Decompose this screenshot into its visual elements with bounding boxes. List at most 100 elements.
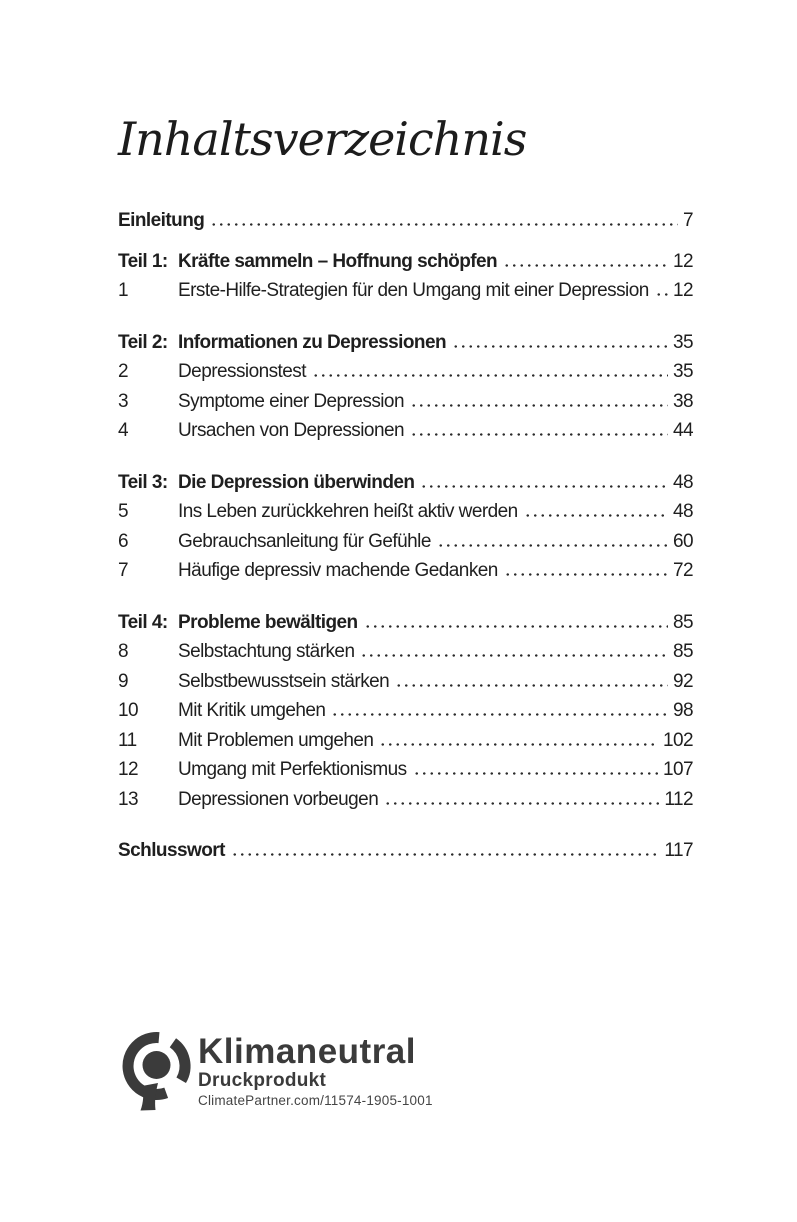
dot-leader	[210, 206, 678, 236]
dot-leader	[360, 637, 668, 667]
page-title: Inhaltsverzeichnis	[118, 112, 527, 166]
toc-page-number: 72	[672, 560, 694, 581]
toc-content: Inhaltsverzeichnis Einleitung 7 Teil 1: …	[118, 0, 694, 866]
toc-entry-label: 10	[118, 700, 139, 721]
toc-row-chapter-11: 11 Mit Problemen umgehen 102	[118, 725, 694, 755]
toc-page-number: 48	[672, 501, 694, 522]
dot-leader	[410, 416, 668, 446]
toc-row-chapter-5: 5 Ins Leben zurückkehren heißt aktiv wer…	[118, 497, 694, 527]
toc-entry-label: 5	[118, 501, 129, 522]
climate-partner-text: Klimaneutral Druckprodukt ClimatePartner…	[198, 1026, 433, 1109]
logo-subtitle: Druckprodukt	[198, 1070, 327, 1091]
toc-entry-label: Teil 1:	[118, 250, 168, 272]
toc-page-number: 44	[672, 420, 694, 441]
dot-leader	[384, 784, 660, 814]
toc-page-number: 60	[672, 530, 694, 552]
toc-row-chapter-6: 6 Gebrauchsanleitung für Gefühle 60	[118, 526, 694, 556]
toc-entry-title: Mit Kritik umgehen	[178, 700, 326, 721]
dot-leader	[523, 497, 668, 527]
climate-partner-icon	[122, 1032, 191, 1111]
toc-row-chapter-10: 10 Mit Kritik umgehen 98	[118, 696, 694, 726]
toc-entry-label: 12	[118, 759, 139, 780]
dot-leader	[412, 755, 658, 785]
toc-row-teil-1: Teil 1: Kräfte sammeln – Hoffnung schöpf…	[118, 246, 694, 276]
toc-entry-title: Informationen zu Depressionen	[178, 331, 447, 353]
table-of-contents: Einleitung 7 Teil 1: Kräfte sammeln – Ho…	[118, 206, 694, 866]
dot-leader	[331, 696, 668, 726]
toc-page-number: 35	[672, 361, 694, 382]
dot-leader	[379, 725, 658, 755]
toc-entry-title: Selbstachtung stärken	[178, 641, 355, 662]
toc-entry-title: Probleme bewältigen	[178, 611, 358, 633]
toc-entry-label: 9	[118, 670, 129, 692]
toc-page-number: 7	[682, 210, 694, 231]
toc-page-number: 112	[664, 788, 693, 810]
toc-row-teil-3: Teil 3: Die Depression überwinden 48	[118, 467, 694, 497]
toc-entry-label: 2	[118, 361, 129, 382]
climate-partner-logo: Klimaneutral Druckprodukt ClimatePartner…	[118, 1026, 433, 1112]
toc-entry-label: 8	[118, 641, 129, 662]
toc-entry-title: Einleitung	[118, 210, 205, 231]
dot-leader	[311, 357, 668, 387]
toc-entry-label: 7	[118, 560, 129, 581]
dot-leader	[395, 666, 668, 696]
toc-row-chapter-9: 9 Selbstbewusstsein stärken 92	[118, 666, 694, 696]
toc-page-number: 102	[662, 729, 694, 751]
toc-entry-title: Häufige depressiv machende Gedanken	[178, 560, 498, 581]
dot-leader	[503, 556, 668, 586]
toc-page-number: 38	[672, 390, 694, 412]
toc-row-chapter-2: 2 Depressionstest 35	[118, 357, 694, 387]
toc-row-chapter-8: 8 Selbstachtung stärken 85	[118, 637, 694, 667]
toc-entry-title: Erste-Hilfe-Strategien für den Umgang mi…	[178, 280, 649, 301]
dot-leader	[363, 607, 668, 637]
toc-entry-title: Selbstbewusstsein stärken	[178, 670, 390, 692]
toc-entry-title: Symptome einer Depression	[178, 390, 405, 412]
toc-entry-label: 1	[118, 280, 129, 301]
toc-page-number: 98	[672, 700, 694, 721]
toc-page-number: 117	[664, 840, 693, 861]
toc-row-chapter-3: 3 Symptome einer Depression 38	[118, 386, 694, 416]
dot-leader	[436, 526, 668, 556]
toc-row-chapter-13: 13 Depressionen vorbeugen 112	[118, 784, 694, 814]
toc-entry-title: Ins Leben zurückkehren heißt aktiv werde…	[178, 501, 518, 522]
dot-leader	[409, 386, 668, 416]
dot-leader	[230, 836, 660, 866]
toc-page-number: 85	[672, 641, 694, 662]
toc-page-number: 35	[672, 331, 694, 353]
toc-row-chapter-12: 12 Umgang mit Perfektionismus 107	[118, 755, 694, 785]
toc-row-chapter-7: 7 Häufige depressiv machende Gedanken 72	[118, 556, 694, 586]
toc-entry-title: Depressionen vorbeugen	[178, 788, 379, 810]
toc-row-einleitung: Einleitung 7	[118, 206, 694, 236]
toc-row-chapter-1: 1 Erste-Hilfe-Strategien für den Umgang …	[118, 276, 694, 306]
toc-page-number: 12	[672, 250, 694, 272]
toc-entry-label: 6	[118, 530, 129, 552]
dot-leader	[420, 467, 668, 497]
toc-entry-title: Schlusswort	[118, 840, 225, 861]
toc-entry-label: 4	[118, 420, 129, 441]
toc-entry-label: 11	[118, 729, 137, 751]
toc-entry-title: Umgang mit Perfektionismus	[178, 759, 407, 780]
toc-entry-label: 3	[118, 390, 129, 412]
toc-entry-title: Die Depression überwinden	[178, 471, 415, 493]
logo-url: ClimatePartner.com/11574-1905-1001	[198, 1093, 433, 1108]
toc-entry-title: Gebrauchsanleitung für Gefühle	[178, 530, 431, 552]
toc-page-number: 12	[672, 280, 694, 301]
toc-entry-label: Teil 3:	[118, 471, 168, 493]
toc-page-number: 85	[672, 611, 694, 633]
toc-row-chapter-4: 4 Ursachen von Depressionen 44	[118, 416, 694, 446]
dot-leader	[452, 327, 668, 357]
logo-name: Klimaneutral	[198, 1032, 416, 1071]
toc-entry-label: 13	[118, 788, 139, 810]
toc-entry-label: Teil 4:	[118, 611, 168, 633]
toc-page-number: 107	[662, 759, 694, 780]
toc-row-teil-2: Teil 2: Informationen zu Depressionen 35	[118, 327, 694, 357]
toc-entry-title: Mit Problemen umgehen	[178, 729, 374, 751]
dot-leader	[503, 246, 668, 276]
toc-row-teil-4: Teil 4: Probleme bewältigen 85	[118, 607, 694, 637]
dot-leader	[654, 276, 668, 306]
toc-page-number: 92	[672, 670, 694, 692]
toc-entry-label: Teil 2:	[118, 331, 168, 353]
toc-entry-title: Kräfte sammeln – Hoffnung schöpfen	[178, 250, 498, 272]
toc-entry-title: Ursachen von Depressionen	[178, 420, 405, 441]
